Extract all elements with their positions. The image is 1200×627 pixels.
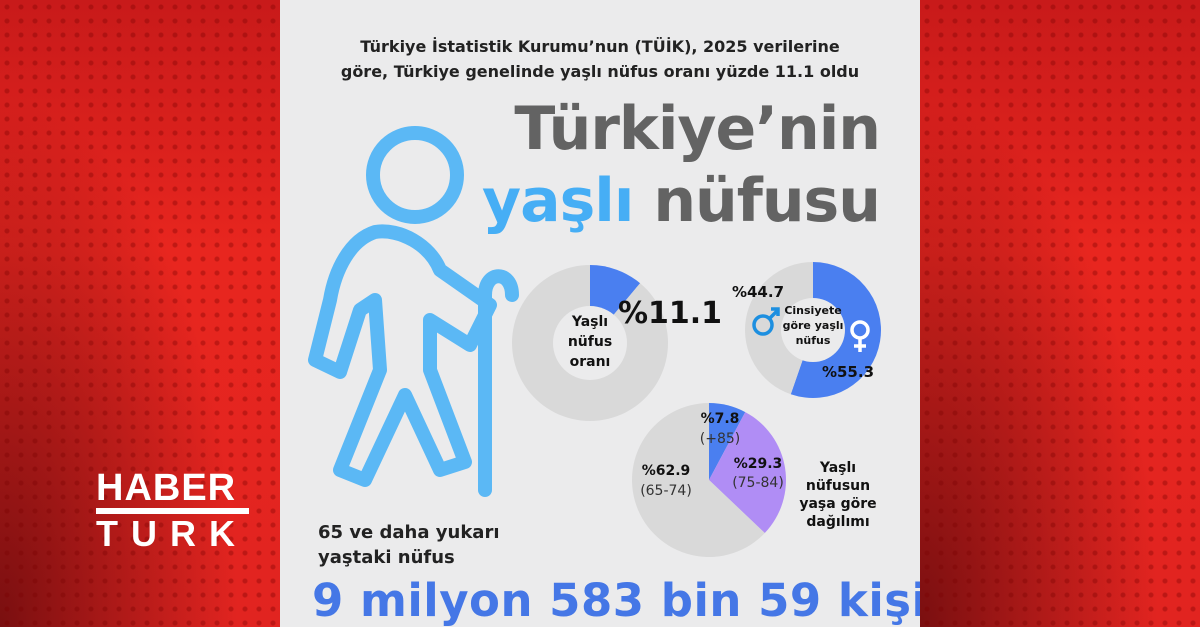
age-group-85: (+85) xyxy=(700,431,740,447)
logo-divider xyxy=(96,508,249,514)
age-group-75-84: (75-84) xyxy=(732,475,784,491)
ratio-donut-hole xyxy=(553,306,627,380)
male-symbol-icon-arrow xyxy=(767,307,780,321)
caption-line2: yaştaki nüfus xyxy=(318,547,455,568)
gender-donut-hole xyxy=(781,298,845,362)
ratio-center-label: Yaşlı xyxy=(571,314,608,330)
gender-center-label: nüfus xyxy=(796,334,831,347)
title-line1: Türkiye’nin xyxy=(514,94,881,164)
elderly-person-with-cane-icon xyxy=(308,126,519,497)
age-pie-slice-1 xyxy=(709,412,786,534)
age-pie-title: yaşa göre xyxy=(799,496,876,512)
age-label-65-74: %62.9 xyxy=(642,463,691,479)
subtitle-line1: Türkiye İstatistik Kurumu’nun (TÜİK), 20… xyxy=(360,37,840,56)
gender-center-label: göre yaşlı xyxy=(783,319,844,332)
female-value-label: %55.3 xyxy=(822,363,874,381)
gender-center-label: Cinsiyete xyxy=(784,304,841,317)
logo-line2: TURK xyxy=(96,513,248,554)
title-word-gray: nüfusu xyxy=(653,166,881,236)
haberturk-logo: HABER TURK xyxy=(96,467,249,554)
left-red-background xyxy=(0,0,280,627)
female-symbol-icon-cross xyxy=(854,338,866,352)
footer-caption: 65 ve daha yukarı yaştaki nüfus xyxy=(318,520,500,570)
age-pie-title: dağılımı xyxy=(806,514,869,530)
subtitle-line2: göre, Türkiye genelinde yaşlı nüfus oran… xyxy=(340,62,860,81)
age-label-85: %7.8 xyxy=(701,411,740,427)
right-red-background xyxy=(920,0,1200,627)
total-elderly-population: 9 milyon 583 bin 59 kişi xyxy=(312,574,920,627)
ratio-center-label: nüfus xyxy=(568,334,612,350)
caption-line1: 65 ve daha yukarı xyxy=(318,522,500,543)
age-pie-slice-0 xyxy=(709,403,746,480)
age-group-65-74: (65-74) xyxy=(640,483,692,499)
title-line2: yaşlı nüfusu xyxy=(481,166,881,236)
infographic-panel: Türkiye İstatistik Kurumu’nun (TÜİK), 20… xyxy=(280,0,920,627)
age-pie-title: Yaşlı xyxy=(819,460,856,476)
charts-svg: Yaşlı nüfus oranı %11.1 Cinsiyete göre yaşlı n… xyxy=(512,262,881,557)
ratio-center-label: oranı xyxy=(570,354,611,370)
subtitle: Türkiye İstatistik Kurumu’nun (TÜİK), 20… xyxy=(280,34,920,84)
gender-donut-slice-1 xyxy=(745,262,813,395)
title-word-blue: yaşlı xyxy=(481,166,634,236)
ratio-value-label: %11.1 xyxy=(618,296,722,331)
age-pie-slice-2 xyxy=(632,403,765,557)
age-label-75-84: %29.3 xyxy=(734,456,783,472)
male-symbol-icon xyxy=(752,314,774,336)
male-value-label: %44.7 xyxy=(732,283,784,301)
logo-line1: HABER xyxy=(96,467,237,509)
age-pie-title: nüfusun xyxy=(806,478,870,494)
